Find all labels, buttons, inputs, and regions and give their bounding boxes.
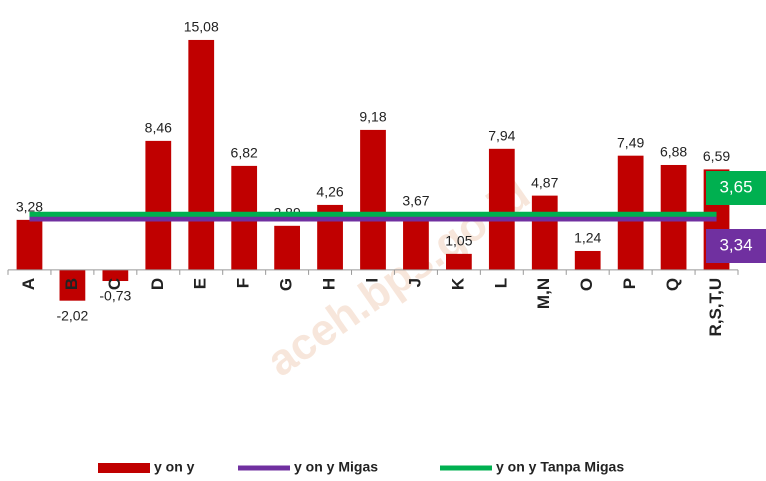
x-tick-label: M,N	[534, 278, 553, 309]
legend-label: y on y Tanpa Migas	[496, 459, 624, 475]
line-label: 3,34	[719, 235, 752, 254]
data-label: 4,26	[316, 184, 343, 200]
bar	[59, 269, 86, 301]
data-label: 15,08	[184, 19, 219, 35]
line-label-box	[706, 229, 766, 263]
bar	[446, 253, 472, 270]
data-label: 7,94	[488, 128, 515, 144]
x-tick-label: E	[191, 278, 210, 289]
x-tick-label: D	[148, 278, 167, 290]
data-label: 6,88	[660, 144, 687, 160]
bar	[360, 129, 386, 270]
x-tick-label: H	[320, 278, 339, 290]
data-label: 4,87	[531, 174, 558, 190]
bar	[102, 269, 129, 282]
x-tick-label: C	[105, 278, 124, 290]
x-tick-label: L	[491, 278, 510, 288]
data-label: 1,05	[445, 233, 472, 249]
bar	[403, 213, 429, 270]
legend-swatch	[98, 463, 150, 473]
data-label: -2,02	[56, 307, 88, 323]
bar	[188, 39, 215, 270]
data-label: 6,59	[703, 148, 730, 164]
x-tick-label: J	[405, 278, 424, 287]
data-label: -0,73	[99, 288, 131, 304]
data-label: 6,82	[231, 145, 258, 161]
x-tick-label: B	[62, 278, 81, 290]
line-label: 3,65	[719, 177, 752, 196]
bar	[531, 195, 558, 270]
x-tick-label: P	[620, 278, 639, 289]
x-tick-label: G	[277, 278, 296, 291]
data-label: 9,18	[359, 109, 386, 125]
bar	[274, 225, 300, 270]
bar	[145, 140, 172, 270]
data-label: 3,28	[16, 199, 43, 215]
x-tick-label: Q	[663, 278, 682, 291]
legend-label: y on y	[154, 459, 195, 475]
line-label-box	[706, 171, 766, 205]
x-tick-label: K	[448, 277, 467, 290]
x-tick-label: F	[234, 278, 253, 288]
x-tick-label: R,S,T,U	[706, 278, 725, 337]
data-label: 3,67	[402, 193, 429, 209]
data-label: 8,46	[145, 120, 172, 136]
data-label: 1,24	[574, 230, 601, 246]
bar	[16, 219, 43, 270]
bar	[574, 250, 601, 270]
x-tick-label: I	[362, 278, 381, 283]
bar	[488, 148, 515, 270]
legend-label: y on y Migas	[294, 459, 378, 475]
x-tick-label: A	[19, 278, 38, 290]
x-tick-label: O	[577, 278, 596, 291]
data-label: 7,49	[617, 134, 644, 150]
